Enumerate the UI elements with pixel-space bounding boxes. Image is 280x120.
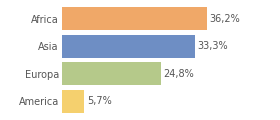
Text: 33,3%: 33,3% [198,41,228,51]
Bar [62,7,207,30]
Bar [62,63,161,85]
Text: 24,8%: 24,8% [164,69,194,79]
Bar [62,35,195,57]
Bar [62,90,85,113]
Text: 36,2%: 36,2% [209,14,240,24]
Text: 5,7%: 5,7% [87,96,112,106]
